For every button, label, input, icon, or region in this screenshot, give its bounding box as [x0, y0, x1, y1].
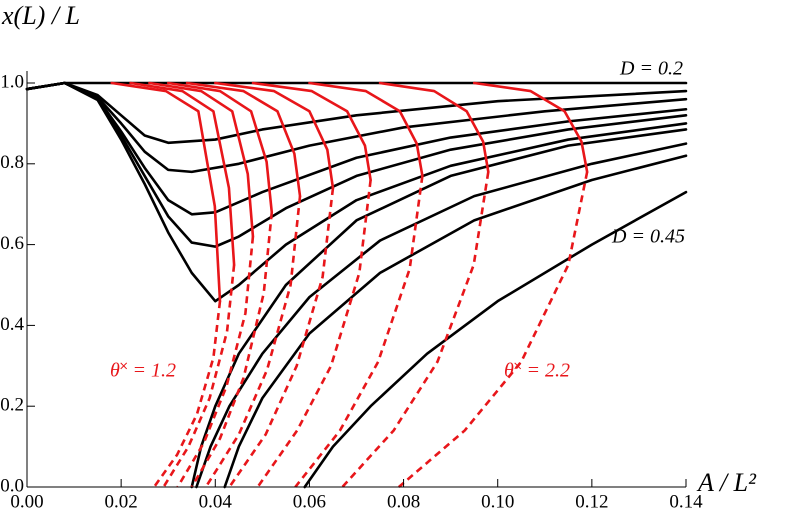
curve	[294, 175, 424, 488]
annotation: D = 0.45	[611, 226, 685, 248]
curve	[223, 154, 688, 489]
annotation: θ˟ = 2.2	[504, 360, 570, 382]
x-tick-label: 0.10	[481, 491, 514, 512]
y-tick-label: 1.0	[0, 71, 24, 92]
curve	[148, 81, 255, 238]
curves	[25, 81, 688, 489]
curve	[153, 301, 222, 488]
curve	[185, 81, 302, 198]
curve	[303, 190, 688, 489]
curve	[256, 179, 372, 488]
curve	[190, 128, 688, 489]
x-tick-label: 0.14	[669, 491, 703, 512]
x-tick-label: 0.08	[387, 491, 420, 512]
x-axis-label: A / L²	[696, 468, 757, 497]
y-axis-label: x(L) / L	[1, 1, 80, 30]
curve	[213, 81, 335, 190]
y-tick-label: 0.0	[0, 475, 24, 496]
curve	[195, 142, 688, 489]
curve	[308, 81, 424, 178]
y-tick-label: 0.6	[0, 233, 24, 254]
curve	[341, 171, 490, 488]
annotation: θ˟ = 1.2	[110, 360, 176, 382]
y-tick-label: 0.8	[0, 152, 24, 173]
curve	[228, 187, 335, 488]
x-tick-label: 0.04	[199, 491, 233, 512]
curve	[251, 81, 372, 182]
x-tick-label: 0.02	[105, 491, 138, 512]
curve	[129, 81, 236, 267]
curve	[472, 81, 589, 174]
curve	[166, 81, 274, 214]
curve	[110, 81, 222, 303]
curve	[176, 236, 255, 488]
curve	[190, 212, 274, 488]
curve	[378, 81, 490, 174]
x-tick-label: 0.06	[293, 491, 326, 512]
y-tick-label: 0.4	[0, 314, 24, 335]
y-tick-label: 0.2	[0, 395, 24, 416]
x-tick-label: 0.12	[575, 491, 608, 512]
x-tick-label: 0.00	[10, 491, 43, 512]
curve	[204, 195, 302, 488]
curve	[25, 81, 688, 145]
curve	[25, 81, 688, 303]
curve	[162, 264, 236, 488]
annotation: D = 0.2	[619, 58, 683, 80]
curve	[398, 171, 589, 488]
